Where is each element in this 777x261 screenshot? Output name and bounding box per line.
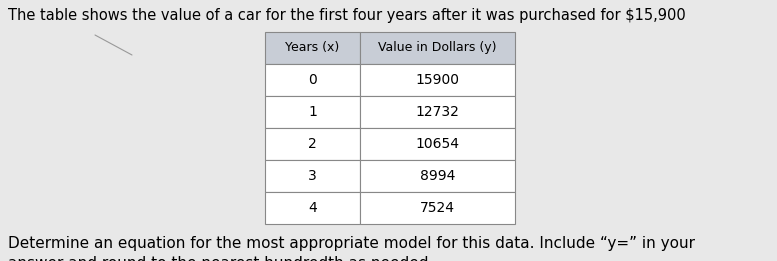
Text: 8994: 8994 [420, 169, 455, 183]
Bar [360, 192, 515, 224]
Text: 0: 0 [308, 73, 317, 87]
Text: answer and round to the nearest hundredth as needed.: answer and round to the nearest hundredt… [8, 256, 434, 261]
Bar [360, 160, 515, 192]
Text: 3: 3 [308, 169, 317, 183]
Bar [360, 32, 515, 64]
Text: 7524: 7524 [420, 201, 455, 215]
Text: 2: 2 [308, 137, 317, 151]
Bar [360, 128, 515, 160]
Text: Value in Dollars (y): Value in Dollars (y) [378, 41, 497, 55]
Bar [265, 192, 360, 224]
Text: Determine an equation for the most appropriate model for this data. Include “y=”: Determine an equation for the most appro… [8, 236, 695, 251]
Text: Years (x): Years (x) [285, 41, 340, 55]
Bar [265, 160, 360, 192]
Bar [360, 64, 515, 96]
Bar [360, 96, 515, 128]
Bar [265, 64, 360, 96]
Bar [265, 128, 360, 160]
Text: 4: 4 [308, 201, 317, 215]
Text: 10654: 10654 [416, 137, 459, 151]
Bar [265, 96, 360, 128]
Bar [265, 32, 360, 64]
Text: 1: 1 [308, 105, 317, 119]
Text: 15900: 15900 [416, 73, 459, 87]
Text: The table shows the value of a car for the first four years after it was purchas: The table shows the value of a car for t… [8, 8, 686, 23]
Text: 12732: 12732 [416, 105, 459, 119]
